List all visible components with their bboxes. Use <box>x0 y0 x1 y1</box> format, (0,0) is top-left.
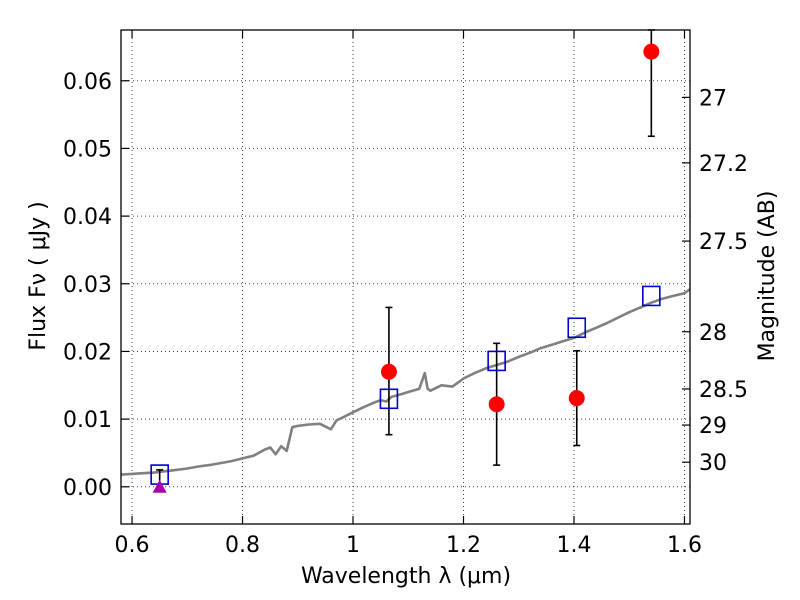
y-tick-label: 0.05 <box>63 137 112 162</box>
model-band-square <box>567 317 587 339</box>
y2-axis-label: Magnitude (AB) <box>755 191 780 362</box>
y2-tick-label: 30 <box>699 451 727 476</box>
y2-tick-label: 27 <box>699 86 727 111</box>
y-tick-label: 0.03 <box>63 273 112 298</box>
observed-point <box>488 396 505 413</box>
x-tick-label: 1.4 <box>556 533 591 558</box>
axis-layer: 0.6 0.8 1 1.2 1.4 1.6 0.00 0.01 0.02 0.03 0.04 0.05… <box>63 29 748 558</box>
y2-tick-label: 27.2 <box>699 152 748 177</box>
observed-point <box>643 43 660 60</box>
upper-limit-triangle <box>152 479 167 493</box>
model-band-square <box>642 285 661 307</box>
x-axis-label: Wavelength λ (μm) <box>301 564 511 589</box>
plot-frame <box>120 29 691 525</box>
y-axis-label: Flux Fν ( μJy ) <box>26 201 51 350</box>
model-band-square <box>487 350 506 372</box>
x-tick-label: 1 <box>346 533 360 558</box>
x-tick-label: 0.6 <box>115 533 150 558</box>
grid-layer <box>121 30 690 524</box>
y-tick-label: 0.06 <box>63 70 112 95</box>
model-sed-line <box>120 288 691 476</box>
errorbar-layer <box>156 29 655 488</box>
y-tick-label: 0.01 <box>63 408 112 433</box>
model-sed-layer <box>120 288 691 476</box>
observed-point <box>568 390 585 407</box>
y2-tick-label: 28 <box>699 321 727 346</box>
y-tick-label: 0.04 <box>63 205 112 230</box>
y2-tick-label: 27.5 <box>699 230 748 255</box>
y-tick-label: 0.02 <box>63 340 112 365</box>
model-band-square <box>379 388 399 410</box>
x-tick-label: 0.8 <box>225 533 260 558</box>
observed-point <box>380 363 397 380</box>
y2-tick-label: 29 <box>699 414 727 439</box>
x-tick-label: 1.6 <box>667 533 702 558</box>
y-tick-label: 0.00 <box>63 476 112 501</box>
y2-tick-label: 28.5 <box>699 378 748 403</box>
marker-layer <box>150 43 661 493</box>
x-tick-label: 1.2 <box>446 533 481 558</box>
